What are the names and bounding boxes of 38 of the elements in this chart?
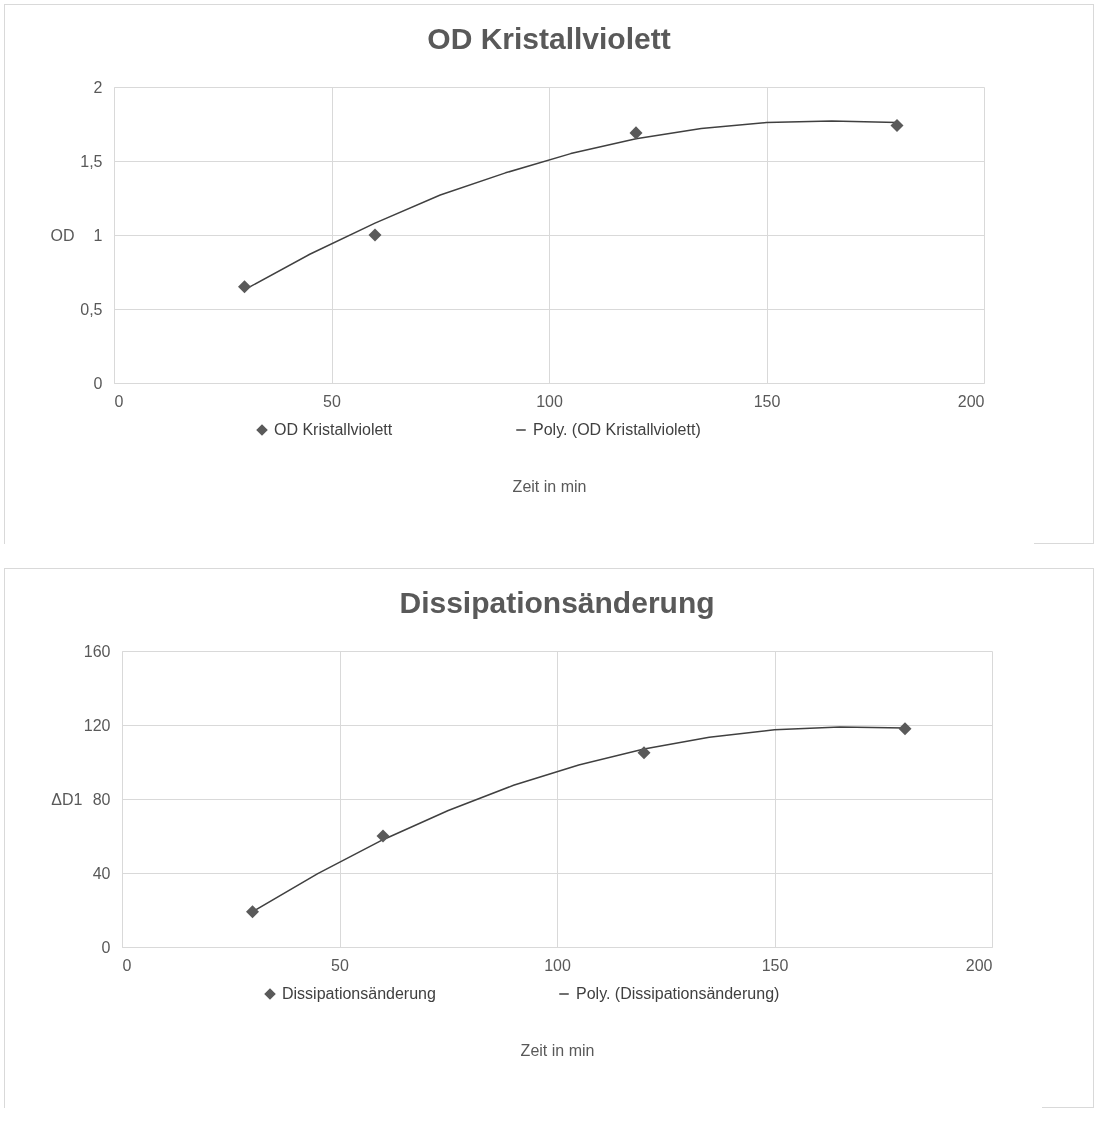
y-tick-label: 2 xyxy=(93,78,103,96)
y-tick-label: 160 xyxy=(83,642,111,660)
point xyxy=(898,722,912,736)
y-tick-label: 0 xyxy=(101,938,111,956)
point xyxy=(237,280,252,294)
x-tick-label: 150 xyxy=(753,392,781,410)
x-tick-label: 50 xyxy=(323,392,341,410)
y-tick-label: 1,5 xyxy=(80,152,103,170)
legend-label: Poly. (Dissipationsänderung) xyxy=(576,985,780,1002)
point xyxy=(637,746,651,760)
x-tick-label: 0 xyxy=(114,392,124,410)
x-tick-label: 200 xyxy=(957,392,985,410)
y-axis-title: OD xyxy=(50,226,75,244)
y-tick-label: 0,5 xyxy=(80,300,103,318)
x-tick-label: 50 xyxy=(331,956,349,974)
x-tick-label: 150 xyxy=(761,956,789,974)
x-axis-title: Zeit in min xyxy=(520,1041,595,1059)
y-tick-label: 80 xyxy=(92,790,111,808)
x-tick-label: 200 xyxy=(965,956,993,974)
y-axis-title: ΔD1 xyxy=(51,790,83,808)
x-tick-label: 0 xyxy=(122,956,132,974)
y-tick-label: 0 xyxy=(93,374,103,392)
y-tick-label: 1 xyxy=(93,226,103,244)
point xyxy=(368,228,382,242)
x-tick-label: 100 xyxy=(544,956,571,974)
point xyxy=(245,905,260,919)
legend-label: Dissipationsänderung xyxy=(282,985,436,1002)
point xyxy=(890,118,904,132)
legend-label: OD Kristallviolett xyxy=(274,421,393,438)
legend-label: Poly. (OD Kristallviolett) xyxy=(533,421,701,438)
chart-title: Dissipationsänderung xyxy=(399,586,715,619)
point xyxy=(629,126,643,140)
x-axis-title: Zeit in min xyxy=(512,477,587,495)
y-tick-label: 120 xyxy=(83,716,111,734)
x-tick-label: 100 xyxy=(536,392,563,410)
chart-title: OD Kristallviolett xyxy=(427,22,671,55)
point xyxy=(376,829,390,843)
y-tick-label: 40 xyxy=(92,864,111,882)
